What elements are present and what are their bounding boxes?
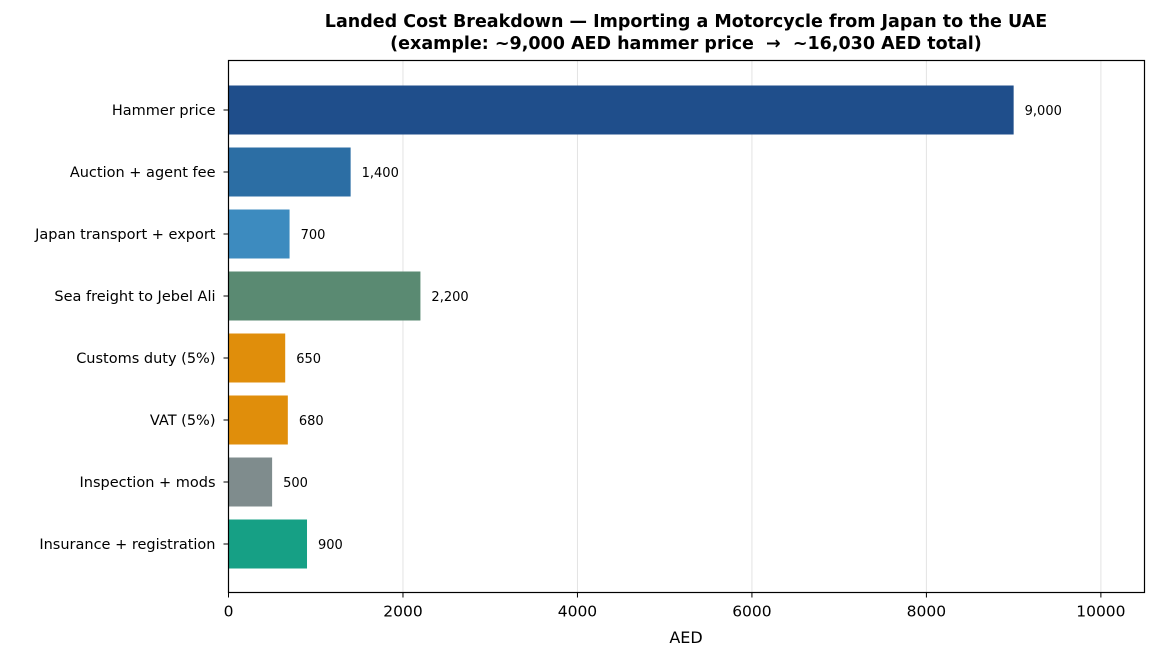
category-label: Hammer price bbox=[112, 103, 216, 119]
bar bbox=[228, 271, 421, 321]
x-tick-label: 0 bbox=[224, 603, 234, 621]
value-label: 1,400 bbox=[362, 166, 399, 181]
category-label: Japan transport + export bbox=[34, 227, 216, 243]
x-axis-label: AED bbox=[669, 628, 702, 647]
bars bbox=[228, 85, 1014, 569]
labels: Hammer price 9,000 Auction + agent fee 1,40… bbox=[34, 103, 1062, 553]
bar bbox=[228, 333, 286, 383]
category-label: Customs duty (5%) bbox=[76, 351, 215, 367]
bar bbox=[228, 395, 288, 445]
chart-subtitle: (example: ~9,000 AED hammer price → ~16,… bbox=[390, 34, 982, 54]
value-label: 650 bbox=[296, 352, 321, 367]
x-tick-label: 10000 bbox=[1076, 603, 1125, 621]
value-label: 2,200 bbox=[431, 290, 468, 305]
x-tick-label: 4000 bbox=[558, 603, 597, 621]
value-label: 900 bbox=[318, 538, 343, 553]
grid-lines bbox=[228, 60, 1102, 593]
bar bbox=[228, 209, 290, 259]
bar bbox=[228, 147, 351, 197]
value-label: 9,000 bbox=[1025, 104, 1062, 119]
plot-frame bbox=[227, 59, 1146, 594]
bar bbox=[228, 457, 273, 507]
x-tick-label: 8000 bbox=[907, 603, 946, 621]
chart-title: Landed Cost Breakdown — Importing a Moto… bbox=[325, 12, 1047, 32]
category-label: VAT (5%) bbox=[150, 413, 216, 429]
bar bbox=[228, 85, 1014, 135]
x-tick-label: 6000 bbox=[732, 603, 771, 621]
value-label: 500 bbox=[283, 476, 308, 491]
x-tick-label: 2000 bbox=[383, 603, 422, 621]
category-label: Inspection + mods bbox=[79, 475, 215, 491]
value-label: 700 bbox=[301, 228, 326, 243]
x-axis-ticks: 0 2000 4000 6000 8000 10000 bbox=[223, 109, 1126, 621]
category-label: Auction + agent fee bbox=[70, 165, 216, 181]
value-label: 680 bbox=[299, 414, 324, 429]
bar bbox=[228, 519, 308, 569]
category-label: Sea freight to Jebel Ali bbox=[54, 289, 215, 305]
category-label: Insurance + registration bbox=[39, 537, 215, 553]
